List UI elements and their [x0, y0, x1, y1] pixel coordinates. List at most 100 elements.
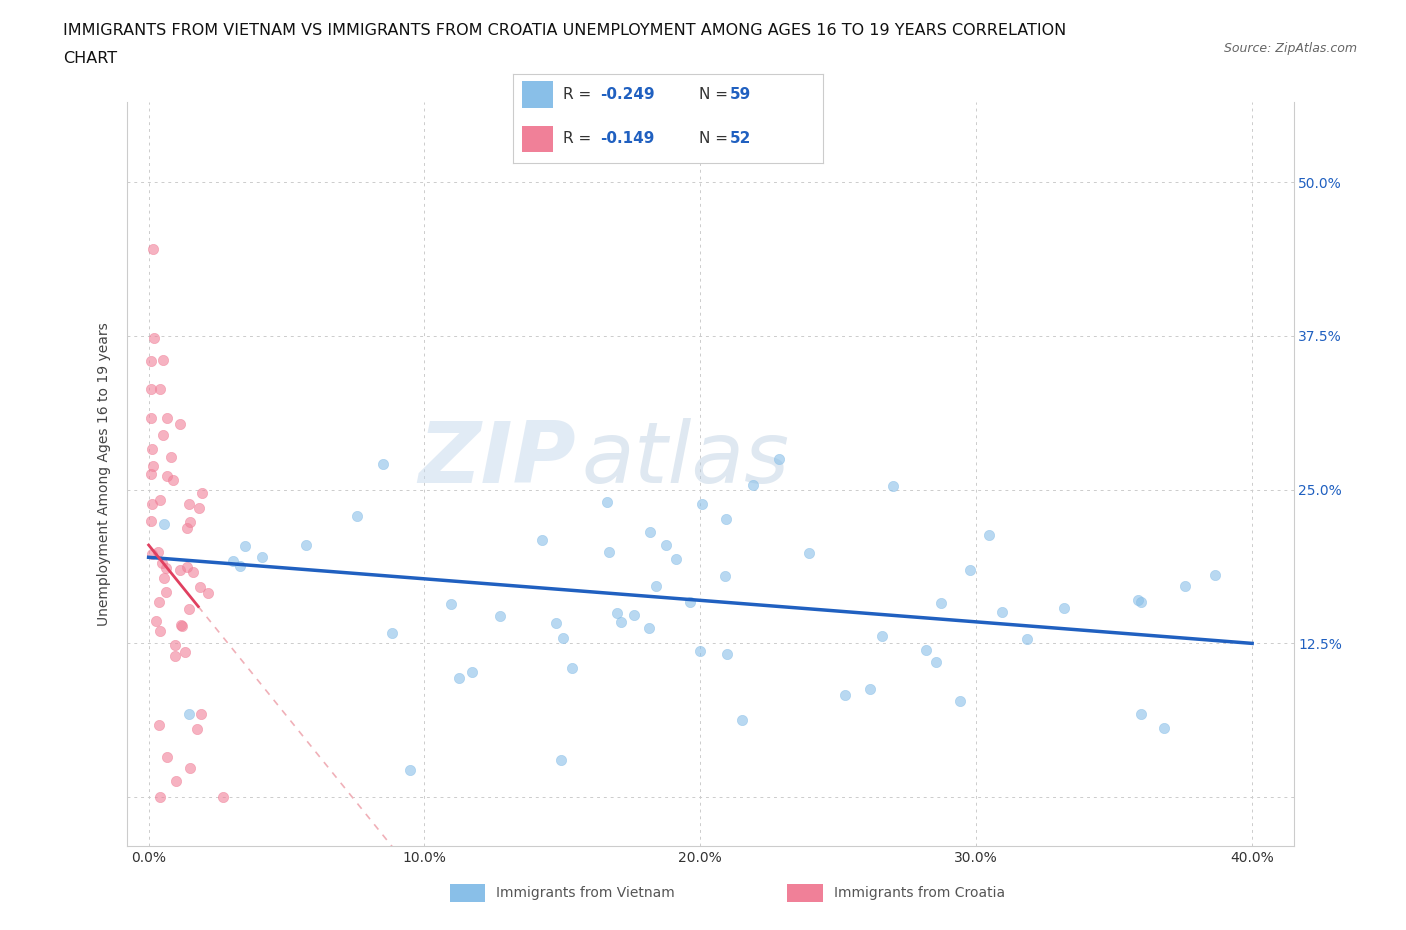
- Point: [149, 382, 172, 397]
- Text: N =: N =: [699, 87, 733, 102]
- Point: [1204, 567, 1226, 582]
- Point: [145, 614, 167, 629]
- Point: [606, 606, 628, 621]
- Text: Immigrants from Croatia: Immigrants from Croatia: [834, 885, 1005, 900]
- Point: [768, 451, 790, 466]
- Point: [169, 563, 191, 578]
- Point: [929, 595, 952, 610]
- Point: [169, 417, 191, 432]
- Point: [1129, 595, 1152, 610]
- Point: [959, 563, 981, 578]
- Point: [186, 722, 208, 737]
- Point: [294, 538, 316, 552]
- Point: [156, 750, 179, 764]
- Point: [714, 512, 737, 526]
- Point: [155, 411, 177, 426]
- Point: [141, 410, 163, 425]
- Point: [1126, 593, 1149, 608]
- Point: [152, 352, 174, 367]
- Bar: [523, 126, 554, 153]
- Point: [141, 546, 163, 561]
- Text: -0.149: -0.149: [600, 131, 654, 146]
- Point: [741, 478, 763, 493]
- Point: [623, 607, 645, 622]
- Point: [546, 616, 568, 631]
- Point: [489, 608, 512, 623]
- Point: [561, 660, 583, 675]
- Point: [159, 450, 181, 465]
- Point: [716, 646, 738, 661]
- Point: [191, 485, 214, 500]
- Text: -0.249: -0.249: [600, 87, 654, 102]
- Point: [859, 682, 882, 697]
- Point: [346, 509, 368, 524]
- Point: [142, 458, 165, 473]
- Text: Immigrants from Vietnam: Immigrants from Vietnam: [496, 885, 675, 900]
- Point: [181, 565, 204, 579]
- Point: [689, 644, 711, 658]
- Point: [598, 544, 620, 559]
- Point: [188, 500, 211, 515]
- Point: [1174, 578, 1197, 593]
- Point: [638, 525, 661, 539]
- Point: [141, 497, 163, 512]
- Point: [155, 561, 177, 576]
- Point: [461, 665, 484, 680]
- Point: [179, 707, 201, 722]
- Point: [149, 624, 172, 639]
- Point: [141, 467, 163, 482]
- Text: N =: N =: [699, 131, 733, 146]
- Point: [949, 694, 972, 709]
- Point: [148, 595, 170, 610]
- Point: [165, 774, 187, 789]
- Point: [142, 331, 165, 346]
- Point: [679, 594, 702, 609]
- Point: [1130, 707, 1153, 722]
- Point: [1053, 600, 1076, 615]
- Point: [654, 538, 676, 552]
- Point: [870, 629, 893, 644]
- Point: [212, 790, 235, 804]
- Text: 52: 52: [730, 131, 751, 146]
- Point: [1017, 631, 1039, 646]
- Text: 59: 59: [730, 87, 751, 102]
- Point: [188, 579, 211, 594]
- Point: [449, 671, 471, 685]
- Point: [162, 472, 184, 487]
- Point: [531, 533, 554, 548]
- Point: [150, 556, 173, 571]
- Point: [170, 618, 193, 633]
- Point: [177, 602, 200, 617]
- Point: [222, 553, 245, 568]
- Point: [914, 643, 936, 658]
- Point: [797, 545, 820, 560]
- Point: [179, 514, 201, 529]
- Point: [165, 649, 187, 664]
- Point: [149, 790, 172, 804]
- Point: [250, 550, 273, 565]
- Point: [645, 578, 668, 593]
- Point: [229, 558, 252, 573]
- Text: CHART: CHART: [63, 51, 117, 66]
- Point: [637, 620, 659, 635]
- Point: [141, 442, 163, 457]
- Point: [149, 492, 172, 507]
- Text: IMMIGRANTS FROM VIETNAM VS IMMIGRANTS FROM CROATIA UNEMPLOYMENT AMONG AGES 16 TO: IMMIGRANTS FROM VIETNAM VS IMMIGRANTS FR…: [63, 23, 1067, 38]
- Point: [399, 763, 422, 777]
- Point: [731, 713, 754, 728]
- Point: [179, 761, 201, 776]
- Point: [153, 570, 176, 585]
- Y-axis label: Unemployment Among Ages 16 to 19 years: Unemployment Among Ages 16 to 19 years: [97, 323, 111, 626]
- Point: [142, 242, 165, 257]
- Point: [197, 586, 219, 601]
- Point: [141, 513, 163, 528]
- Point: [177, 497, 200, 512]
- Point: [882, 478, 904, 493]
- Point: [440, 596, 463, 611]
- Point: [1153, 721, 1175, 736]
- Point: [665, 551, 688, 566]
- Text: Source: ZipAtlas.com: Source: ZipAtlas.com: [1223, 42, 1357, 55]
- Point: [381, 626, 404, 641]
- Point: [141, 382, 163, 397]
- Text: ZIP: ZIP: [418, 418, 576, 501]
